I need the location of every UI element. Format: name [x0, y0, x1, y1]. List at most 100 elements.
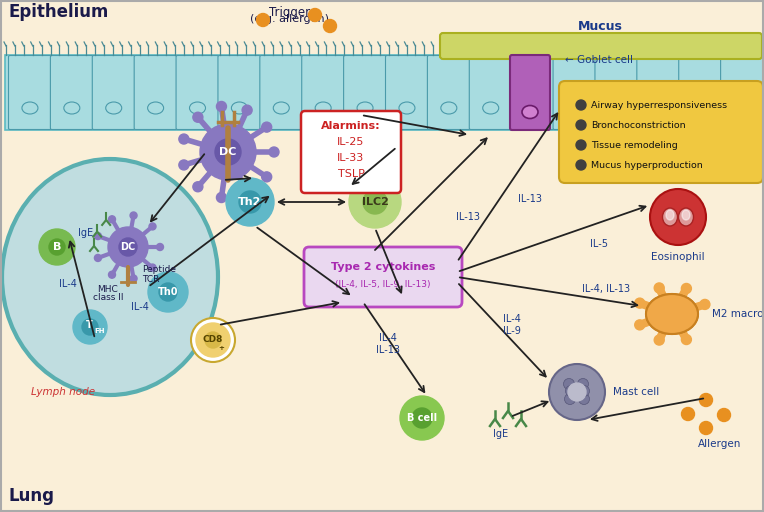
Text: TSLP: TSLP [338, 169, 364, 179]
Circle shape [215, 139, 241, 165]
Text: Th0: Th0 [157, 287, 178, 297]
Circle shape [700, 394, 713, 407]
Text: Airway hyperresponsiveness: Airway hyperresponsiveness [591, 100, 727, 110]
Circle shape [323, 19, 336, 32]
FancyBboxPatch shape [304, 247, 462, 307]
Text: DC: DC [219, 147, 237, 157]
Circle shape [95, 232, 102, 240]
Circle shape [650, 189, 706, 245]
Circle shape [565, 386, 577, 396]
Circle shape [108, 216, 115, 223]
Text: ← Goblet cell: ← Goblet cell [565, 55, 633, 65]
Circle shape [191, 318, 235, 362]
Circle shape [681, 334, 691, 345]
Ellipse shape [231, 102, 248, 114]
Circle shape [257, 13, 270, 27]
Ellipse shape [525, 102, 541, 114]
Circle shape [568, 383, 586, 401]
FancyBboxPatch shape [5, 55, 759, 130]
Circle shape [635, 320, 645, 330]
Circle shape [95, 254, 102, 262]
Text: Bronchoconstriction: Bronchoconstriction [591, 120, 685, 130]
Text: IgE: IgE [79, 228, 93, 238]
Text: MHC: MHC [98, 285, 118, 293]
Circle shape [576, 160, 586, 170]
Circle shape [49, 239, 65, 255]
Circle shape [564, 378, 575, 390]
Text: Eosinophil: Eosinophil [651, 252, 705, 262]
FancyBboxPatch shape [260, 55, 303, 130]
Circle shape [205, 332, 221, 348]
Circle shape [130, 275, 137, 282]
Text: Mast cell: Mast cell [613, 387, 659, 397]
FancyBboxPatch shape [176, 55, 219, 130]
Text: IL-5: IL-5 [590, 239, 608, 249]
Circle shape [242, 105, 252, 115]
Text: T: T [86, 320, 92, 330]
Circle shape [179, 134, 189, 144]
Text: class II: class II [92, 293, 123, 303]
FancyBboxPatch shape [302, 55, 345, 130]
Text: IL-25: IL-25 [338, 137, 364, 147]
Text: IL-4, IL-13: IL-4, IL-13 [582, 284, 630, 294]
FancyBboxPatch shape [218, 55, 261, 130]
Circle shape [216, 193, 226, 203]
Ellipse shape [274, 102, 290, 114]
FancyBboxPatch shape [720, 55, 763, 130]
Text: IL-33: IL-33 [338, 153, 364, 163]
FancyBboxPatch shape [510, 55, 550, 130]
Text: IL-4
IL-13: IL-4 IL-13 [376, 333, 400, 355]
Text: Th2: Th2 [238, 197, 262, 207]
Ellipse shape [522, 105, 538, 118]
Text: Trigger: Trigger [270, 6, 310, 19]
Text: IL-13: IL-13 [518, 194, 542, 204]
Circle shape [654, 335, 664, 345]
Circle shape [157, 244, 163, 250]
Text: IL-4
IL-9: IL-4 IL-9 [503, 314, 521, 336]
FancyBboxPatch shape [386, 55, 429, 130]
Ellipse shape [566, 102, 582, 114]
Circle shape [149, 223, 156, 230]
FancyBboxPatch shape [301, 111, 401, 193]
Text: DC: DC [121, 242, 136, 252]
Circle shape [159, 283, 177, 301]
Text: B: B [53, 242, 61, 252]
FancyBboxPatch shape [92, 55, 135, 130]
Circle shape [226, 178, 274, 226]
Text: Lymph node: Lymph node [31, 387, 95, 397]
Text: Epithelium: Epithelium [8, 3, 108, 21]
Ellipse shape [734, 102, 750, 114]
Ellipse shape [608, 102, 624, 114]
Text: +: + [218, 345, 224, 351]
Circle shape [549, 364, 605, 420]
Text: Tissue remodeling: Tissue remodeling [591, 140, 678, 150]
Ellipse shape [646, 294, 698, 334]
Circle shape [576, 120, 586, 130]
Text: IL-4: IL-4 [59, 279, 77, 289]
Circle shape [576, 100, 586, 110]
Circle shape [578, 394, 590, 404]
Circle shape [193, 182, 203, 192]
Circle shape [349, 176, 401, 228]
Ellipse shape [682, 210, 690, 220]
Text: CD8: CD8 [202, 334, 223, 344]
Text: IL-13: IL-13 [456, 212, 480, 222]
Circle shape [239, 191, 261, 213]
Circle shape [149, 264, 156, 271]
FancyBboxPatch shape [427, 55, 471, 130]
Circle shape [108, 271, 115, 278]
Circle shape [262, 172, 272, 182]
FancyBboxPatch shape [134, 55, 177, 130]
Ellipse shape [357, 102, 373, 114]
FancyBboxPatch shape [637, 55, 680, 130]
Circle shape [654, 283, 664, 293]
Text: Lung: Lung [8, 487, 54, 505]
FancyBboxPatch shape [559, 81, 763, 183]
Ellipse shape [662, 208, 678, 226]
FancyBboxPatch shape [595, 55, 638, 130]
Circle shape [565, 394, 575, 404]
Circle shape [242, 189, 252, 199]
Circle shape [216, 101, 226, 112]
Ellipse shape [189, 102, 206, 114]
Ellipse shape [666, 210, 674, 220]
